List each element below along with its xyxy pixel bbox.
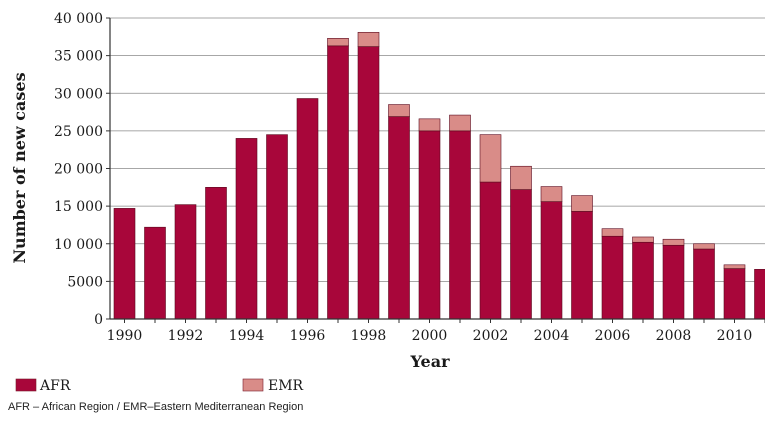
x-tick-label: 2004 xyxy=(534,328,570,344)
y-tick-label: 25 000 xyxy=(54,124,103,140)
bar-emr-2004 xyxy=(540,186,563,202)
footnote: AFR – African Region / EMR–Eastern Medit… xyxy=(8,401,304,413)
bar-afr-2005 xyxy=(571,211,593,320)
bar-afr-1994 xyxy=(235,138,258,320)
bar-emr-2005 xyxy=(571,195,593,212)
legend-swatch-emr xyxy=(242,378,264,392)
bar-afr-2000 xyxy=(418,130,441,320)
x-tick-label: 1992 xyxy=(168,328,204,344)
bar-afr-2007 xyxy=(632,241,654,320)
x-tick-label: 2006 xyxy=(595,328,631,344)
y-tick-label: 30 000 xyxy=(54,86,103,102)
bar-afr-2009 xyxy=(693,248,715,320)
bar-afr-1999 xyxy=(388,116,410,320)
bar-afr-1998 xyxy=(357,46,380,320)
bar-emr-1999 xyxy=(388,104,410,117)
bar-afr-2001 xyxy=(449,130,471,320)
bar-emr-2007 xyxy=(632,236,654,243)
legend-label-afr: AFR xyxy=(39,378,71,394)
legend-label-emr: EMR xyxy=(268,378,304,394)
bar-emr-2001 xyxy=(449,114,471,132)
bar-afr-1990 xyxy=(113,208,136,320)
x-tick-label: 2002 xyxy=(473,328,509,344)
bar-emr-2009 xyxy=(693,243,715,250)
x-tick-label: 2008 xyxy=(656,328,692,344)
bar-emr-2006 xyxy=(601,228,624,237)
y-tick-label: 20 000 xyxy=(54,162,103,178)
y-tick-label: 10 000 xyxy=(54,237,103,253)
bar-afr-1992 xyxy=(174,204,197,320)
x-tick-label: 1990 xyxy=(107,328,143,344)
y-tick-label: 0 xyxy=(94,312,103,328)
bar-emr-2000 xyxy=(418,118,441,132)
y-tick-label: 15 000 xyxy=(54,199,103,215)
bar-afr-1997 xyxy=(327,45,349,320)
bar-afr-1995 xyxy=(266,134,288,320)
bar-afr-1993 xyxy=(205,187,227,320)
bar-afr-2010 xyxy=(723,268,746,320)
y-axis-title: Number of new cases xyxy=(10,72,29,263)
bar-emr-2002 xyxy=(479,134,502,183)
x-axis-title: Year xyxy=(409,352,450,371)
bar-emr-2008 xyxy=(662,238,685,246)
bar-afr-2003 xyxy=(510,189,532,320)
bar-emr-1998 xyxy=(357,31,380,47)
bar-emr-2010 xyxy=(723,264,746,269)
bar-afr-2006 xyxy=(601,235,624,320)
x-tick-label: 1996 xyxy=(290,328,326,344)
axes xyxy=(106,17,765,323)
bar-emr-1997 xyxy=(327,38,349,47)
x-tick-label: 2010 xyxy=(717,328,753,344)
x-tick-label: 2000 xyxy=(412,328,448,344)
bar-afr-2004 xyxy=(540,201,563,320)
tick-labels: 0 5000 10 000 15 000 20 000 25 000 30 000 35 00… xyxy=(54,11,752,344)
bar-afr-2011 xyxy=(754,269,765,320)
x-tick-label: 1998 xyxy=(351,328,387,344)
bars xyxy=(113,31,765,320)
legend-swatch-afr xyxy=(15,378,37,392)
bar-emr-2003 xyxy=(510,165,532,190)
y-tick-label: 35 000 xyxy=(54,49,103,65)
y-tick-label: 40 000 xyxy=(54,11,103,27)
legend: AFR EMR xyxy=(15,378,304,394)
y-tick-label: 5000 xyxy=(67,274,103,290)
bar-afr-1991 xyxy=(144,226,166,320)
bar-afr-2008 xyxy=(662,244,685,320)
bar-afr-2002 xyxy=(479,181,502,320)
bar-afr-1996 xyxy=(296,98,319,320)
x-tick-label: 1994 xyxy=(229,328,265,344)
